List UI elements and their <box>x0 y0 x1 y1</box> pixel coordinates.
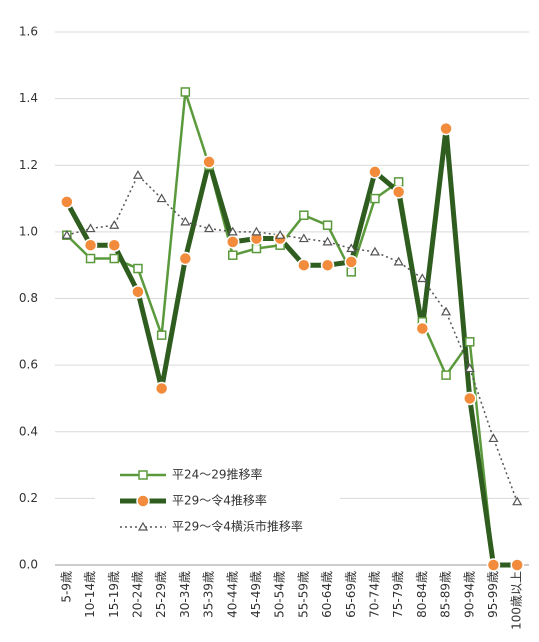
y-tick-label: 1.4 <box>19 91 38 105</box>
data-point <box>439 121 453 136</box>
data-point <box>204 223 215 233</box>
data-point <box>488 433 499 443</box>
x-tick-label: 30-34歳 <box>178 571 192 618</box>
data-point <box>156 193 167 203</box>
data-point <box>227 226 238 236</box>
y-tick-label: 0.0 <box>19 558 38 572</box>
data-point <box>83 238 98 252</box>
legend-marker <box>137 521 149 531</box>
x-tick-label: 15-19歳 <box>107 571 121 618</box>
legend-label: 平29～令4横浜市推移率 <box>172 519 303 534</box>
x-tick-label: 80-84歳 <box>415 571 429 618</box>
data-point <box>297 258 311 272</box>
data-point <box>463 391 477 406</box>
data-point <box>180 87 191 97</box>
data-point <box>226 235 240 249</box>
legend-marker <box>138 470 148 480</box>
data-point <box>322 236 333 246</box>
data-point <box>85 223 96 233</box>
x-tick-label: 55-59歳 <box>296 571 310 618</box>
data-point <box>133 263 143 274</box>
x-tick-label: 95-99歳 <box>486 571 500 618</box>
x-tick-label: 70-74歳 <box>367 571 381 618</box>
data-point <box>178 251 193 266</box>
data-point <box>415 321 430 336</box>
x-tick-label: 50-54歳 <box>273 571 287 618</box>
x-tick-label: 5-9歳 <box>59 571 73 603</box>
y-tick-label: 0.8 <box>19 291 38 305</box>
legend-label: 平24～29推移率 <box>172 467 263 482</box>
x-tick-label: 25-29歳 <box>154 571 168 618</box>
x-tick-label: 90-94歳 <box>462 571 476 618</box>
data-point <box>298 233 309 243</box>
data-point <box>85 253 96 264</box>
data-point <box>369 246 380 256</box>
series-line <box>64 126 518 568</box>
legend-marker <box>136 494 150 508</box>
data-point <box>320 258 335 272</box>
data-point <box>60 195 74 209</box>
y-tick-label: 0.6 <box>19 358 38 372</box>
x-tick-label: 60-64歳 <box>320 571 334 618</box>
data-point <box>441 306 452 316</box>
y-tick-label: 1.0 <box>19 224 38 238</box>
data-point <box>109 253 119 264</box>
legend-label: 平29～令4推移率 <box>172 493 267 508</box>
data-point <box>156 330 167 340</box>
x-tick-label: 10-14歳 <box>83 571 97 618</box>
data-point <box>393 177 404 187</box>
data-point <box>465 337 475 347</box>
data-point <box>109 220 120 229</box>
x-tick-label: 35-39歳 <box>202 571 216 618</box>
data-point <box>370 193 380 204</box>
series-line <box>65 90 518 567</box>
data-point <box>202 155 216 169</box>
data-point <box>107 238 121 252</box>
data-point <box>251 243 262 254</box>
data-point <box>510 558 524 572</box>
data-point <box>132 170 143 179</box>
data-point <box>180 216 191 226</box>
data-point <box>486 558 501 572</box>
data-point <box>391 185 406 199</box>
x-tick-label: 85-89歳 <box>439 571 453 618</box>
x-tick-label: 100歳以上 <box>510 571 524 630</box>
x-tick-label: 40-44歳 <box>225 571 239 618</box>
data-point <box>464 363 475 373</box>
data-point <box>61 229 72 239</box>
data-point <box>228 250 238 260</box>
data-point <box>441 370 451 380</box>
data-point <box>368 165 382 179</box>
x-tick-label: 20-24歳 <box>130 571 144 618</box>
data-point <box>299 210 309 220</box>
series-line <box>66 174 518 502</box>
y-tick-label: 1.2 <box>19 158 38 172</box>
data-point <box>251 226 262 236</box>
data-point <box>344 255 358 269</box>
data-point <box>131 285 145 299</box>
y-tick-label: 1.6 <box>19 25 38 39</box>
y-tick-label: 0.4 <box>19 424 38 438</box>
x-tick-label: 65-69歳 <box>344 571 358 618</box>
data-point <box>393 256 404 266</box>
data-point <box>322 220 333 230</box>
data-point <box>275 229 286 239</box>
x-tick-label: 45-49歳 <box>249 571 263 618</box>
x-tick-label: 75-79歳 <box>391 571 405 618</box>
data-point <box>154 381 169 396</box>
data-point <box>512 496 523 506</box>
data-point <box>346 243 357 253</box>
data-point <box>417 273 428 283</box>
y-tick-label: 0.2 <box>19 491 38 505</box>
data-point <box>346 267 356 277</box>
